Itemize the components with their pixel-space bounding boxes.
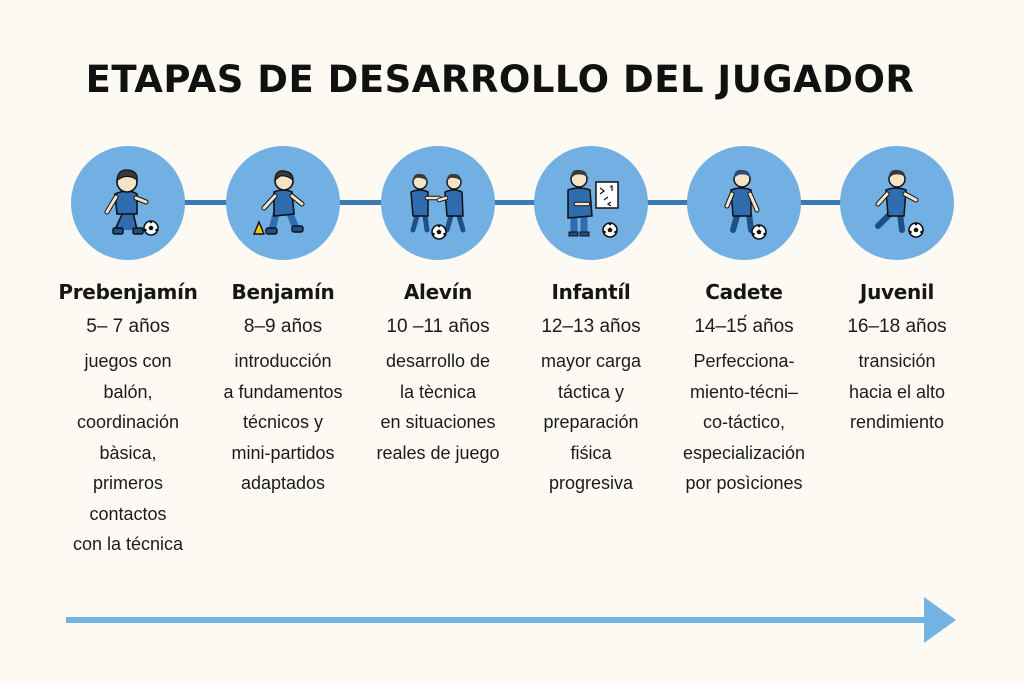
stage-connector-line xyxy=(127,200,897,205)
stage-icon-circle xyxy=(840,146,954,260)
stage-name: Benjamín xyxy=(231,280,335,304)
coach-tactics-board-icon xyxy=(567,169,619,238)
two-players-passing-icon xyxy=(410,173,466,240)
timeline-arrow-icon xyxy=(66,597,956,643)
child-dribbling-ball-icon xyxy=(104,169,159,236)
stage-icon-circle xyxy=(226,146,340,260)
stage-name: Alevín xyxy=(403,280,473,304)
stage-age: 8–9 años xyxy=(243,316,323,337)
stage-prebenjamin: Prebenjamín 5– 7 años juegos con balón, … xyxy=(48,146,208,554)
stage-name: Juvenil xyxy=(859,280,935,304)
stage-cadete: Cadete 14–15́ años Perfecciona- miento-t… xyxy=(664,146,824,493)
child-dribbling-cone-icon xyxy=(252,170,305,235)
stage-name: Infantíl xyxy=(551,280,631,304)
stage-icon-circle xyxy=(71,146,185,260)
stage-alevin: Alevín 10 –11 años desarrollo de la tècn… xyxy=(358,146,518,463)
stage-name: Cadete xyxy=(705,280,783,304)
stage-age: 16–18 años xyxy=(847,316,947,337)
player-controlling-ball-icon xyxy=(724,169,767,240)
stage-description: desarrollo de la tècnica en situaciones … xyxy=(376,351,500,463)
stage-juvenil: Juvenil 16–18 años transición hacia el a… xyxy=(817,146,977,432)
stage-description: introducción a fundamentos técnicos y mi… xyxy=(223,351,343,493)
stage-age: 10 –11 años xyxy=(386,316,490,337)
page-title: ETAPAS DE DESARROLLO DEL JUGADOR xyxy=(85,58,915,101)
stage-icon-circle xyxy=(381,146,495,260)
stage-description: transición hacia el alto rendimiento xyxy=(848,351,946,432)
stage-age: 5– 7 años xyxy=(86,316,170,337)
stage-infantil: Infantíl 12–13 años mayor carga táctica … xyxy=(511,146,671,493)
stage-benjamin: Benjamín 8–9 años introducción a fundame… xyxy=(203,146,363,493)
stage-age: 14–15́ años xyxy=(694,316,794,337)
player-running-ball-icon xyxy=(875,169,924,238)
stage-description: juegos con balón, coordinación bàsica, p… xyxy=(72,351,184,554)
stage-name: Prebenjamín xyxy=(58,280,198,304)
stage-description: Perfecciona- miento-técni– co-táctico, e… xyxy=(682,351,806,493)
stage-icon-circle xyxy=(534,146,648,260)
stage-description: mayor carga táctica y preparación fiśica… xyxy=(540,351,642,493)
stage-age: 12–13 años xyxy=(541,316,641,337)
stage-icon-circle xyxy=(687,146,801,260)
